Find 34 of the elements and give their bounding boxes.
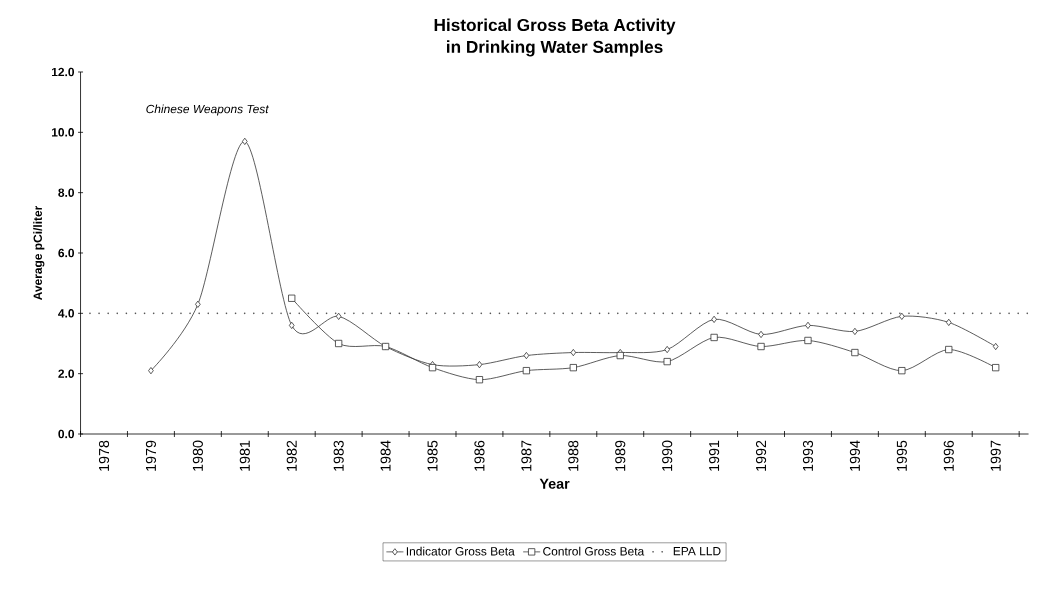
x-tick-label: 1985 (427, 440, 438, 471)
y-tick-label: 4.0 (58, 309, 75, 318)
y-tick-label: 10.0 (52, 128, 75, 137)
x-tick-label: 1991 (709, 440, 720, 471)
x-tick-label: 1984 (380, 440, 391, 471)
x-tick-label: 1990 (662, 440, 673, 471)
legend-label: Control Gross Beta (543, 546, 645, 556)
x-tick-label: 1983 (333, 440, 344, 471)
x-tick-label: 1997 (990, 440, 1001, 471)
y-tick-label: 2.0 (58, 369, 75, 378)
y-tick-label: 8.0 (58, 188, 75, 197)
chart-title: Historical Gross Beta Activity in Drinking Water Samples (434, 18, 676, 57)
x-tick-label: 1981 (239, 440, 250, 471)
x-axis-title: Year (539, 478, 570, 489)
y-tick-label: 0.0 (58, 429, 75, 439)
x-tick-label: 1988 (568, 440, 579, 471)
y-tick-label: 12.0 (52, 67, 75, 77)
x-tick-label: 1987 (521, 440, 532, 471)
legend-label: EPA LLD (673, 547, 721, 556)
x-tick-label: 1982 (286, 440, 297, 471)
y-axis-title: Average pCi/liter (33, 205, 45, 300)
annotation: Chinese Weapons Test (146, 104, 270, 116)
x-tick-label: 1989 (615, 440, 626, 471)
y-tick-label: 6.0 (58, 248, 75, 258)
x-tick-label: 1978 (98, 440, 110, 471)
x-tick-label: 1979 (145, 440, 157, 471)
x-tick-label: 1996 (943, 440, 954, 471)
legend-label: Indicator Gross Beta (406, 546, 515, 556)
x-tick-label: 1993 (802, 440, 814, 471)
x-tick-label: 1986 (474, 440, 485, 471)
x-tick-label: 1980 (192, 440, 203, 471)
x-tick-label: 1992 (755, 440, 767, 471)
x-tick-label: 1994 (849, 440, 860, 471)
x-tick-label: 1995 (896, 440, 907, 471)
